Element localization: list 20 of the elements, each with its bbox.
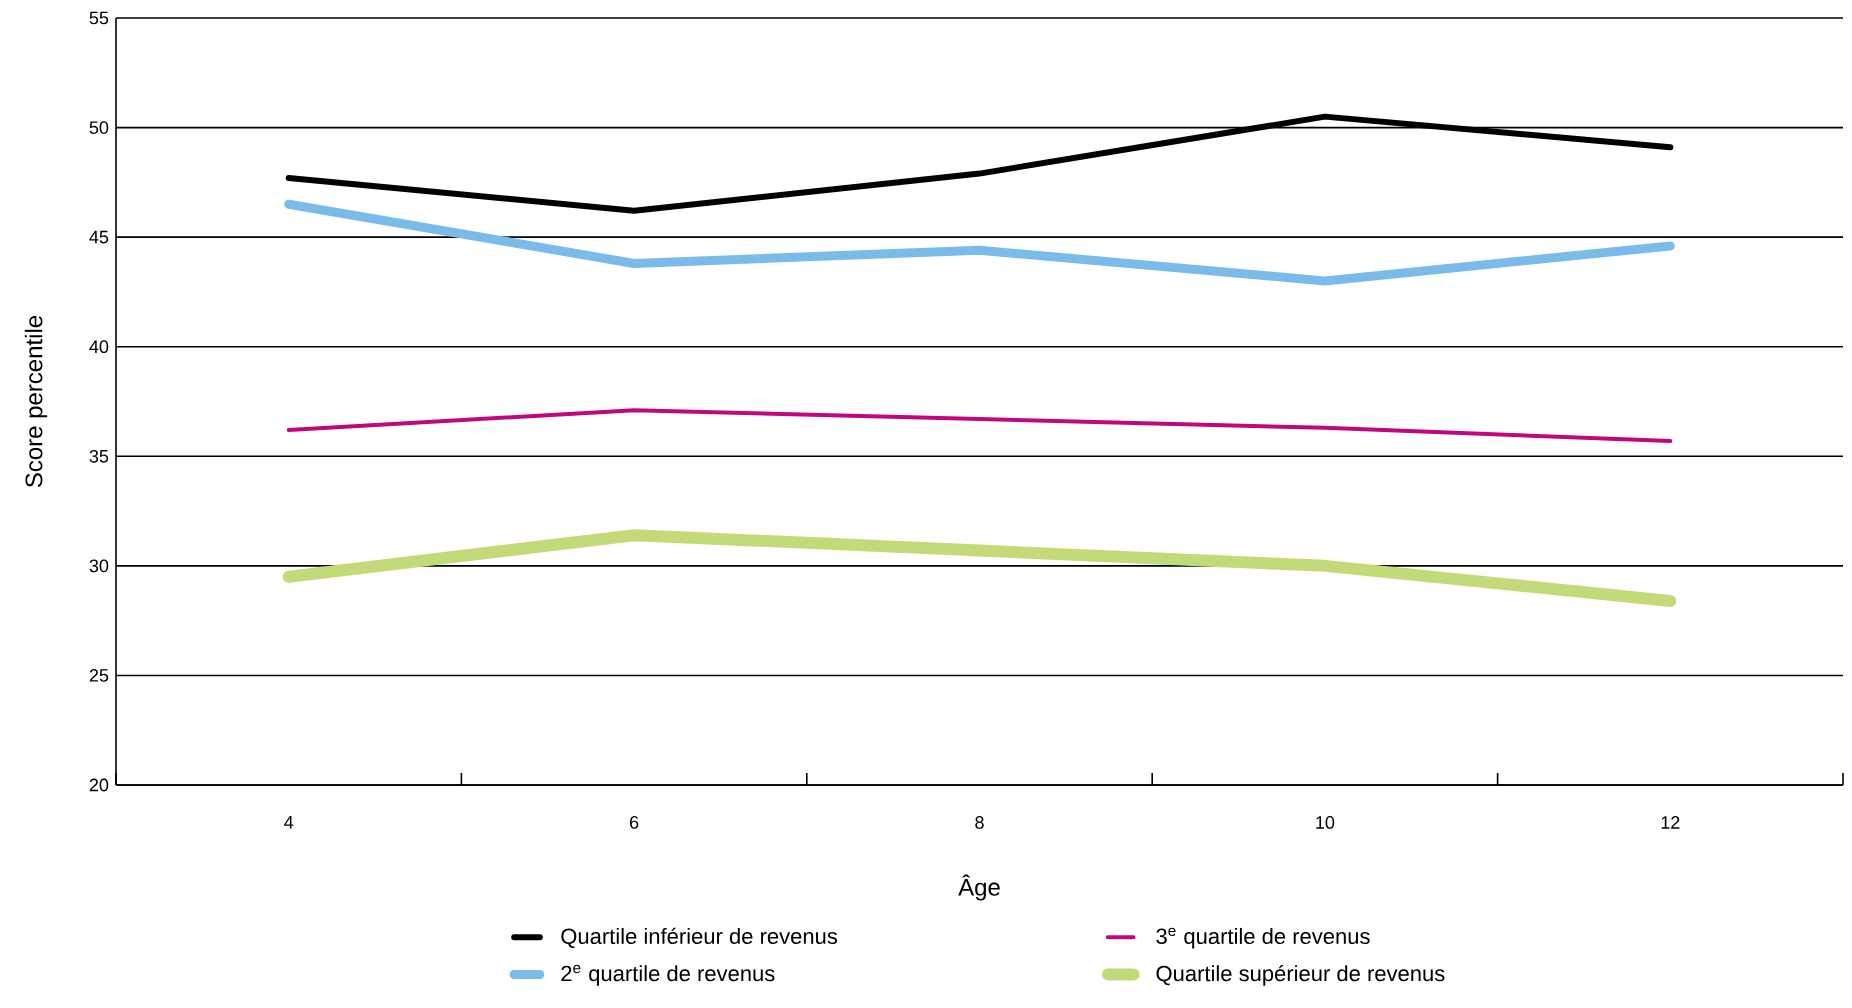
legend-label: Quartile inférieur de revenus: [561, 927, 838, 948]
y-tick-label: 35: [89, 449, 109, 463]
line-series: [286, 408, 1673, 443]
y-tick-label: 20: [89, 778, 109, 792]
x-axis-title: Âge: [958, 874, 1000, 901]
x-tick-label: 8: [975, 816, 984, 829]
y-tick-label: 40: [89, 340, 109, 354]
legend-label: Quartile supérieur de revenus: [1156, 964, 1445, 986]
legend-label: 3$^{e}$ quartile de revenus: [1156, 927, 1370, 949]
x-tick-label: 4: [284, 816, 294, 829]
x-tick-label: 6: [630, 816, 639, 829]
y-tick-label: 55: [89, 11, 109, 25]
y-tick-label: 30: [89, 559, 109, 573]
y-tick-label: 50: [89, 121, 109, 134]
legend-label: 2$^{e}$ quartile de revenus: [561, 964, 775, 986]
x-tick-label: 12: [1661, 816, 1680, 829]
y-tick-label: 45: [89, 230, 109, 244]
x-tick-label: 10: [1316, 816, 1335, 829]
y-tick-label: 25: [89, 669, 109, 682]
y-axis-title: Score percentile: [24, 315, 48, 488]
